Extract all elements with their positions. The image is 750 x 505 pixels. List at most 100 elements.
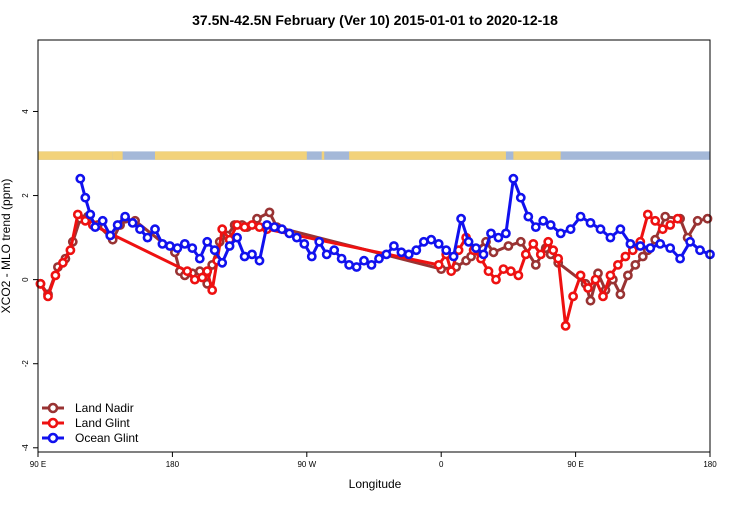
series-1-point-31	[505, 266, 516, 277]
series-2-point-1	[80, 192, 91, 203]
series-0	[35, 207, 713, 306]
legend-label-1: Land Glint	[75, 416, 130, 430]
series-1-point-33	[520, 249, 531, 260]
series-2-point-33	[314, 236, 325, 247]
series-1-point-44	[598, 291, 608, 302]
series-2-point-45	[403, 249, 414, 260]
series-1-point-39	[560, 320, 571, 331]
series-2-point-59	[508, 173, 519, 184]
series-0-point-54	[692, 215, 703, 226]
series-1-point-35	[535, 249, 546, 260]
series-1-point-54	[672, 213, 683, 224]
series-2-point-10	[142, 232, 153, 243]
x-axis: 90 E 180 90 W 0 90 E 180	[30, 452, 717, 469]
y-tick-label-1: -2	[21, 360, 30, 368]
series-2-point-7	[120, 211, 130, 222]
series-2-point-75	[655, 238, 666, 249]
x-axis-label: Longitude	[349, 477, 402, 491]
y-tick-label-0: -4	[21, 444, 30, 452]
series-1-point-14	[217, 224, 228, 235]
series-2-point-37	[344, 259, 354, 270]
series-2-point-73	[635, 241, 646, 251]
series-2-point-49	[433, 238, 444, 249]
series-2-point-29	[284, 228, 295, 239]
series-1-point-40	[568, 291, 578, 302]
series-1-point-8	[182, 266, 193, 277]
series-2-point-14	[172, 243, 183, 253]
series-2-point-57	[493, 232, 504, 243]
series-2-point-55	[478, 249, 489, 260]
series-2-point-28	[276, 224, 287, 235]
legend-marker-0	[47, 402, 59, 414]
chart-title: 37.5N-42.5N February (Ver 10) 2015-01-01…	[192, 12, 558, 28]
land-span-2	[115, 151, 123, 160]
legend-label-2: Ocean Glint	[75, 431, 139, 445]
series-2-point-53	[463, 236, 474, 247]
series-2-point-46	[411, 245, 422, 256]
series-1-point-5	[72, 209, 83, 220]
series-2-point-30	[291, 232, 302, 243]
series-2-point-8	[127, 217, 138, 228]
legend-label-0: Land Nadir	[75, 401, 134, 415]
series-2-point-69	[595, 224, 606, 235]
series-1-point-28	[483, 266, 494, 277]
series-0-point-41	[585, 295, 596, 306]
x-tick-label-3: 0	[439, 460, 444, 469]
series-1-point-11	[202, 266, 213, 277]
series-1-point-9	[189, 274, 200, 285]
x-tick-label-5: 180	[703, 460, 717, 469]
series-2-point-74	[645, 243, 656, 253]
series-1-point-10	[197, 272, 208, 283]
series-2-point-4	[97, 215, 108, 226]
series-1-point-12	[207, 285, 218, 295]
series-1-point-3	[58, 257, 68, 268]
series-1-point-43	[590, 274, 601, 285]
series-2-point-54	[471, 243, 481, 253]
series-2-point-17	[194, 253, 205, 264]
series-0-point-51	[660, 211, 671, 222]
series-2-point-65	[555, 228, 566, 239]
land-span-6	[513, 151, 561, 160]
series-2-point-67	[575, 211, 586, 222]
series-2-point-64	[545, 220, 556, 230]
y-tick-label-4: 4	[21, 109, 30, 114]
series-0-point-46	[623, 270, 633, 281]
series-0-point-35	[515, 236, 526, 247]
series-1-point-42	[583, 283, 593, 293]
series-2-point-68	[585, 217, 596, 228]
series-2-point-66	[565, 224, 576, 235]
series-2-point-60	[515, 192, 526, 203]
series-2-point-35	[329, 245, 340, 256]
plot-frame	[37, 39, 711, 453]
series-1-point-51	[650, 215, 661, 226]
series-2-point-71	[615, 224, 626, 235]
series-2-point-32	[306, 251, 317, 262]
series-1-point-36	[543, 236, 554, 247]
series-2-point-36	[336, 253, 347, 264]
series-2-point-52	[456, 213, 466, 224]
series-2-point-43	[388, 241, 399, 251]
series-1-point-53	[665, 220, 676, 230]
series-1-point-4	[65, 245, 76, 256]
series-layer	[35, 173, 715, 331]
series-1-point-2	[50, 270, 61, 281]
series-1-point-0	[35, 278, 46, 289]
series-2-point-61	[523, 211, 534, 222]
series-2-point-24	[247, 249, 257, 260]
series-1	[35, 209, 683, 331]
series-2-point-40	[366, 259, 377, 270]
y-tick-label-2: 0	[21, 277, 30, 282]
x-tick-label-1: 180	[166, 460, 180, 469]
series-1-point-19	[254, 222, 265, 232]
series-1-point-41	[575, 270, 586, 281]
series-0-point-55	[702, 213, 713, 224]
series-2-point-20	[217, 257, 228, 268]
series-2-point-0	[75, 173, 86, 184]
series-0-point-25	[264, 207, 275, 218]
x-tick-label-4: 90 E	[567, 460, 583, 469]
y-axis-label: XCO2 - MLO trend (ppm)	[0, 179, 13, 314]
series-1-point-45	[605, 270, 616, 281]
series-2-point-51	[448, 251, 459, 262]
series-2-point-25	[254, 255, 265, 266]
